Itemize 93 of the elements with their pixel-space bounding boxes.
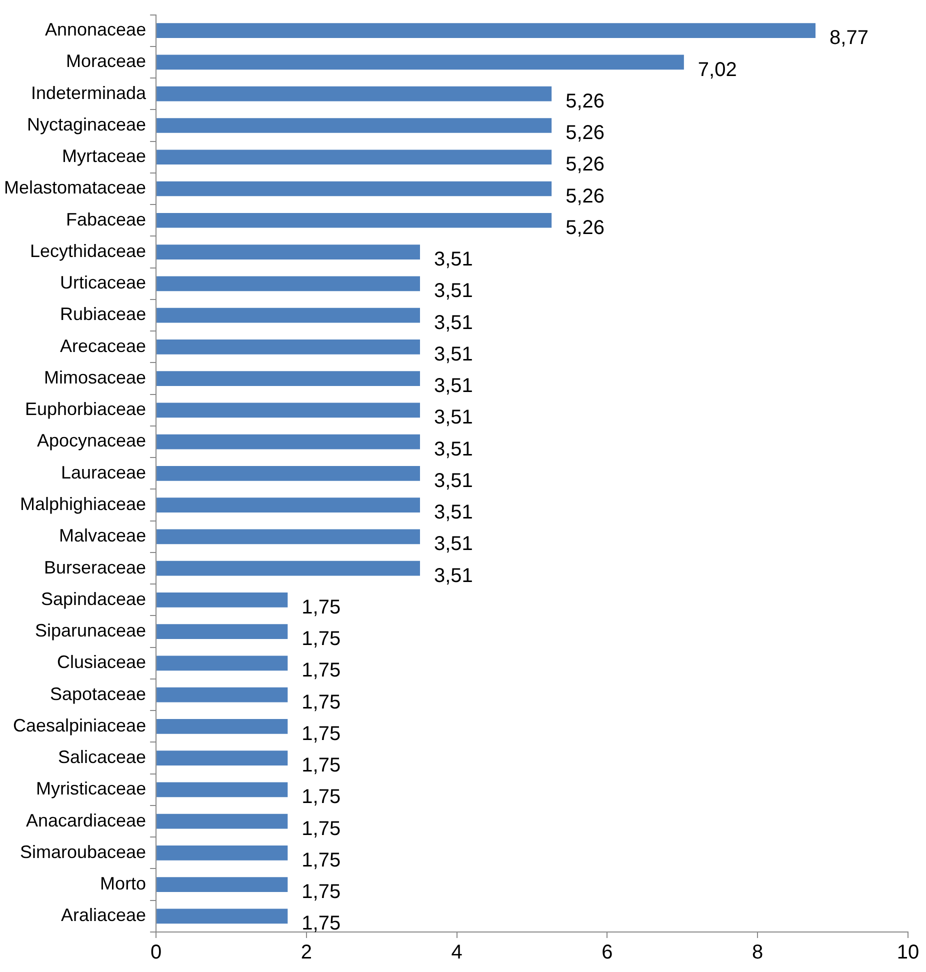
bar xyxy=(156,339,420,354)
data-label: 1,75 xyxy=(302,722,341,745)
x-tick-label: 2 xyxy=(300,942,312,964)
y-tick-label: Moraceae xyxy=(66,51,146,72)
bar xyxy=(156,846,288,860)
y-tick-label: Indeterminada xyxy=(30,82,148,103)
y-tick-label: Melastomataceae xyxy=(4,178,146,198)
bar xyxy=(156,244,420,260)
bar xyxy=(156,402,420,418)
bar xyxy=(156,308,420,323)
bar xyxy=(156,276,420,292)
y-tick-label: Anacardiaceae xyxy=(26,810,146,830)
data-label: 3,51 xyxy=(434,438,473,460)
bar xyxy=(156,181,552,196)
data-label: 3,51 xyxy=(434,312,473,334)
bar xyxy=(156,592,288,608)
data-label: 3,51 xyxy=(434,502,473,524)
y-tick-label: Arecaceae xyxy=(60,336,146,356)
data-label: 5,26 xyxy=(566,154,605,176)
y-tick-label: Araliaceae xyxy=(61,905,146,926)
data-label: 5,26 xyxy=(566,122,605,144)
y-tick-label: Myristicaceae xyxy=(36,778,146,799)
y-tick-label: Clusiaceae xyxy=(57,652,146,672)
bar xyxy=(156,782,288,798)
bar xyxy=(156,54,684,70)
y-tick-label: Myrtaceae xyxy=(62,146,146,166)
data-label: 1,75 xyxy=(302,818,341,840)
bar xyxy=(156,118,552,133)
y-tick-label: Salicaceae xyxy=(58,747,146,768)
y-tick-label: Lecythidaceae xyxy=(30,240,146,261)
bar xyxy=(156,687,288,702)
data-label: 1,75 xyxy=(302,849,341,872)
bar xyxy=(156,498,420,512)
data-label: 1,75 xyxy=(302,660,341,682)
y-tick-label: Burseraceae xyxy=(44,557,146,578)
bar xyxy=(156,212,552,228)
y-tick-label: Apocynaceae xyxy=(36,430,146,451)
y-tick-label: Sapindaceae xyxy=(40,588,146,609)
bar xyxy=(156,718,288,734)
bar xyxy=(156,86,552,102)
y-tick-label: Malvaceae xyxy=(59,526,146,546)
data-label: 8,77 xyxy=(830,27,868,50)
y-tick-label: Malphighiaceae xyxy=(20,494,146,514)
bar xyxy=(156,529,420,544)
data-label: 5,26 xyxy=(566,185,605,208)
data-label: 3,51 xyxy=(434,280,473,302)
data-label: 3,51 xyxy=(434,375,473,398)
data-label: 3,51 xyxy=(434,564,473,587)
bar xyxy=(156,750,288,766)
x-tick-label: 8 xyxy=(752,942,764,964)
bar xyxy=(156,908,288,924)
x-tick-label: 0 xyxy=(150,942,162,964)
x-tick-label: 4 xyxy=(451,942,462,964)
bar xyxy=(156,23,816,38)
y-tick-label: Annonaceae xyxy=(44,20,146,40)
bar xyxy=(156,371,420,386)
data-label: 3,51 xyxy=(434,533,473,556)
data-label: 1,75 xyxy=(302,628,341,650)
y-tick-label: Sapotaceae xyxy=(50,684,146,704)
data-label: 1,75 xyxy=(302,786,341,808)
data-label: 3,51 xyxy=(434,248,473,271)
data-label: 1,75 xyxy=(302,754,341,777)
y-tick-label: Nyctaginaceae xyxy=(26,114,146,134)
data-label: 1,75 xyxy=(302,596,341,618)
data-label: 1,75 xyxy=(302,881,341,904)
y-tick-label: Simaroubaceae xyxy=(20,842,146,862)
y-tick-label: Siparunaceae xyxy=(34,620,146,641)
bar xyxy=(156,814,288,829)
data-label: 1,75 xyxy=(302,691,341,714)
y-tick-label: Urticaceae xyxy=(60,272,146,293)
data-label: 7,02 xyxy=(698,58,737,81)
data-label: 3,51 xyxy=(434,470,473,492)
y-tick-label: Lauraceae xyxy=(60,462,146,482)
y-tick-label: Morto xyxy=(100,874,146,894)
data-label: 3,51 xyxy=(434,343,473,366)
bar xyxy=(156,560,420,576)
data-label: 5,26 xyxy=(566,216,605,239)
x-tick-label: 6 xyxy=(602,942,613,964)
y-tick-label: Caesalpiniaceae xyxy=(12,715,146,736)
bar xyxy=(156,466,420,481)
x-tick-label: 10 xyxy=(896,942,920,964)
bar xyxy=(156,624,288,639)
bar xyxy=(156,877,288,892)
y-tick-label: Mimosaceae xyxy=(44,367,146,388)
bar xyxy=(156,434,420,450)
bar xyxy=(156,656,288,671)
y-tick-label: Fabaceae xyxy=(66,209,146,230)
y-tick-label: Euphorbiaceae xyxy=(24,399,146,420)
data-label: 5,26 xyxy=(566,90,605,112)
bar xyxy=(156,150,552,165)
data-label: 3,51 xyxy=(434,406,473,429)
data-label: 1,75 xyxy=(302,912,341,935)
y-tick-label: Rubiaceae xyxy=(60,304,146,324)
